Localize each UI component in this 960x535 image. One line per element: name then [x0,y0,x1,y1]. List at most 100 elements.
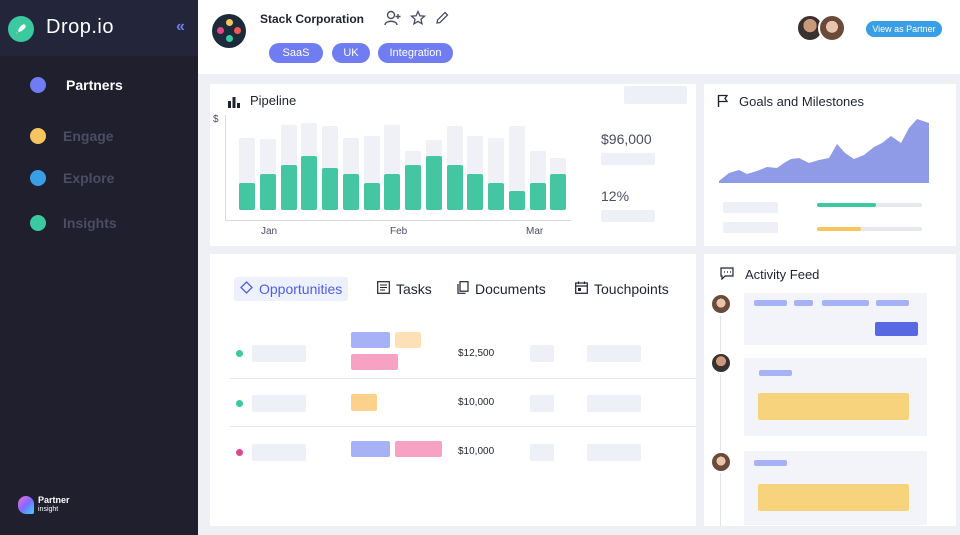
chat-icon [720,267,734,285]
sidebar-item-label: Engage [63,128,114,144]
tab-label: Documents [475,281,546,297]
pipeline-bar[interactable] [425,156,442,210]
tab-tasks[interactable]: Tasks [377,277,432,301]
opportunity-amount: $10,000 [458,397,495,408]
sidebar-item-engage[interactable]: Engage [0,121,198,151]
opportunity-amount: $12,500 [458,348,495,359]
goals-card: Goals and Milestones [704,84,956,246]
tag-saas[interactable]: SaaS [269,43,323,63]
partner-insight-mark-icon [18,496,34,514]
pipeline-bar-background [508,126,525,210]
pipeline-title: Pipeline [250,93,297,108]
feed-entry[interactable] [744,293,927,345]
avatar[interactable] [710,352,732,374]
sidebar-item-insights[interactable]: Insights [0,208,198,238]
view-as-partner-button[interactable]: View as Partner [866,21,942,37]
tasks-icon [377,281,390,297]
pipeline-bar[interactable] [467,173,484,210]
sidebar-item-label: Insights [63,215,117,231]
avatar[interactable] [710,293,732,315]
partners-dot-icon [30,77,46,93]
pipeline-bar[interactable] [239,182,255,210]
tag-pill[interactable] [395,441,442,457]
pipeline-bar[interactable] [446,165,463,210]
timeline-line [720,316,721,526]
add-user-icon[interactable] [384,10,402,30]
y-axis [225,115,226,220]
tag-pill[interactable] [351,394,377,411]
progress-track [817,203,922,207]
tag-uk[interactable]: UK [332,43,370,63]
placeholder [530,444,554,461]
tab-label: Opportunities [259,281,343,297]
status-dot-icon [236,400,243,407]
x-tick: Feb [390,226,408,237]
documents-icon [457,281,469,297]
sidebar-item-label: Partners [66,77,123,93]
y-axis-unit: $ [213,114,219,125]
tab-documents[interactable]: Documents [457,277,546,301]
feed-entry[interactable] [744,358,927,436]
app-name: Drop.io [46,16,114,38]
row-divider [229,378,696,379]
tab-touchpoints[interactable]: Touchpoints [575,277,669,301]
placeholder [601,210,655,222]
pipeline-bar[interactable] [342,173,359,210]
pipeline-bar[interactable] [550,173,567,210]
placeholder [252,345,306,362]
pipeline-bar[interactable] [405,165,421,210]
pipeline-percent: 12% [601,188,630,204]
placeholder [587,444,641,461]
goals-title: Goals and Milestones [739,94,865,109]
pipeline-bar[interactable] [363,182,380,210]
activity-feed-title: Activity Feed [745,267,820,282]
edit-icon[interactable] [434,10,450,30]
company-logo [212,14,246,48]
flag-icon [717,94,729,113]
tag-pill[interactable] [395,332,421,348]
pipeline-bar[interactable] [488,182,504,210]
avatar[interactable] [818,14,846,42]
sidebar-item-partners[interactable]: Partners [0,70,198,100]
feed-entry[interactable] [744,451,927,525]
insights-dot-icon [30,215,46,231]
pipeline-bar[interactable] [529,182,546,210]
sidebar: Drop.io « Partners Engage Explore Insigh… [0,0,198,535]
placeholder [530,345,554,362]
placeholder [723,222,778,233]
tag-integration[interactable]: Integration [378,43,453,63]
status-dot-icon [236,350,243,357]
collapse-sidebar-icon[interactable]: « [176,18,185,35]
x-axis [225,220,571,221]
placeholder [587,345,641,362]
target-icon [240,281,253,297]
opportunity-amount: $10,000 [458,446,495,457]
tag-pill[interactable] [351,332,390,348]
brand-bar: Drop.io « [0,0,198,56]
pipeline-total: $96,000 [601,131,652,147]
sidebar-item-explore[interactable]: Explore [0,163,198,193]
avatar[interactable] [710,451,732,473]
placeholder [530,395,554,412]
tag-pill[interactable] [351,354,398,370]
bar-chart-icon [228,95,240,113]
partner-insight-logo: Partner insight [18,496,70,514]
progress-track [817,227,922,231]
row-divider [229,426,696,427]
status-dot-icon [236,449,243,456]
tag-pill[interactable] [351,441,390,457]
pipeline-bar[interactable] [384,173,401,210]
calendar-icon [575,281,588,297]
x-tick: Mar [526,226,544,237]
star-icon[interactable] [409,9,427,30]
pipeline-bar[interactable] [508,191,525,210]
pipeline-bar[interactable] [322,167,338,210]
tab-opportunities[interactable]: Opportunities [234,277,349,301]
progress-fill [817,227,862,231]
rocket-icon[interactable] [8,16,34,42]
placeholder [587,395,641,412]
pipeline-bar[interactable] [280,165,297,210]
pipeline-bar[interactable] [301,156,318,210]
pipeline-bar[interactable] [259,173,276,210]
placeholder [252,395,306,412]
